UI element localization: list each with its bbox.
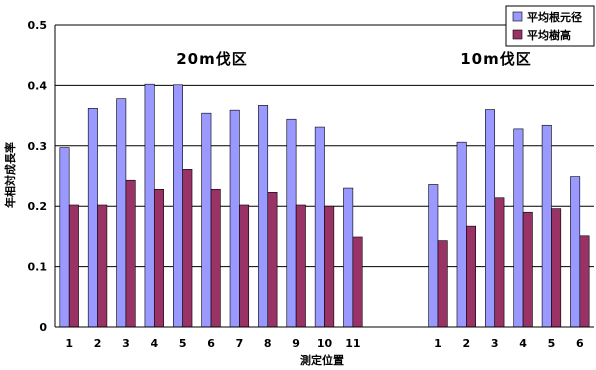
y-tick-labels: 0 0.1 0.2 0.3 0.4 0.5 bbox=[28, 19, 48, 334]
x-tick-label: 4 bbox=[519, 337, 527, 350]
bar-root-diameter-12 bbox=[428, 184, 439, 328]
bar-root-diameter-5 bbox=[172, 84, 183, 328]
bar-tree-height-12 bbox=[437, 240, 448, 328]
x-tick-label: 5 bbox=[548, 337, 556, 350]
x-tick-labels: 1 2 3 4 5 6 7 8 9 10 11 1 2 3 4 5 6 bbox=[65, 337, 584, 350]
bar-tree-height-11 bbox=[352, 236, 363, 328]
bars bbox=[59, 83, 590, 328]
bar-root-diameter-16 bbox=[541, 124, 552, 328]
group-label-20m: 20m伐区 bbox=[176, 50, 248, 68]
x-tick-label: 7 bbox=[236, 337, 244, 350]
bar-tree-height-10 bbox=[324, 205, 335, 328]
x-tick-label: 5 bbox=[179, 337, 187, 350]
x-tick-label: 9 bbox=[292, 337, 300, 350]
bar-tree-height-14 bbox=[494, 197, 505, 328]
y-tick-label: 0.5 bbox=[28, 19, 48, 32]
x-tick-label: 2 bbox=[94, 337, 102, 350]
y-tick-label: 0.1 bbox=[28, 261, 48, 274]
legend-box bbox=[505, 5, 595, 47]
legend-label-root-diameter: 平均根元径 bbox=[527, 10, 582, 24]
x-tick-label: 10 bbox=[317, 337, 333, 350]
bar-root-diameter-9 bbox=[286, 118, 297, 328]
bar-root-diameter-8 bbox=[258, 105, 269, 328]
bar-tree-height-2 bbox=[97, 204, 108, 328]
bar-root-diameter-13 bbox=[456, 141, 467, 328]
bar-root-diameter-1 bbox=[59, 147, 70, 328]
x-tick-label: 6 bbox=[576, 337, 584, 350]
bar-root-diameter-15 bbox=[513, 128, 524, 328]
bar-tree-height-6 bbox=[210, 188, 221, 328]
x-tick-label: 1 bbox=[434, 337, 442, 350]
y-axis-title: 年相対成長率 bbox=[3, 142, 17, 208]
x-tick-label: 11 bbox=[345, 337, 360, 350]
bar-root-diameter-3 bbox=[116, 98, 127, 328]
bar-tree-height-9 bbox=[295, 204, 306, 328]
legend-label-tree-height: 平均樹高 bbox=[527, 28, 571, 42]
bar-tree-height-8 bbox=[267, 192, 278, 328]
legend-swatch-tree-height bbox=[512, 29, 523, 40]
x-tick-label: 6 bbox=[207, 337, 215, 350]
legend: 平均根元径 平均樹高 bbox=[505, 5, 595, 47]
x-tick-label: 8 bbox=[264, 337, 272, 350]
bar-root-diameter-11 bbox=[343, 187, 354, 328]
bar-root-diameter-7 bbox=[229, 109, 240, 328]
bar-root-diameter-4 bbox=[144, 83, 155, 328]
y-tick-label: 0.2 bbox=[28, 200, 48, 213]
bar-root-diameter-17 bbox=[570, 176, 581, 328]
bar-tree-height-16 bbox=[551, 208, 562, 328]
bar-root-diameter-2 bbox=[87, 108, 98, 328]
axes bbox=[54, 25, 594, 328]
bar-tree-height-4 bbox=[153, 188, 164, 328]
x-axis-title: 測定位置 bbox=[300, 353, 344, 367]
x-tick-label: 2 bbox=[463, 337, 471, 350]
bar-tree-height-17 bbox=[579, 235, 590, 328]
bar-tree-height-1 bbox=[68, 204, 79, 328]
y-tick-label: 0 bbox=[39, 321, 47, 334]
bar-tree-height-3 bbox=[125, 179, 136, 328]
x-tick-label: 1 bbox=[65, 337, 73, 350]
bar-tree-height-15 bbox=[522, 211, 533, 328]
legend-swatch-root-diameter bbox=[512, 11, 523, 22]
x-tick-label: 4 bbox=[150, 337, 158, 350]
bar-tree-height-7 bbox=[239, 204, 250, 328]
x-tick-label: 3 bbox=[122, 337, 130, 350]
bar-root-diameter-6 bbox=[201, 112, 212, 328]
y-tick-label: 0.3 bbox=[28, 140, 48, 153]
bar-root-diameter-10 bbox=[314, 126, 325, 328]
bar-tree-height-13 bbox=[466, 225, 477, 328]
bar-tree-height-5 bbox=[182, 169, 193, 328]
x-tick-label: 3 bbox=[491, 337, 499, 350]
y-tick-label: 0.4 bbox=[28, 79, 48, 92]
bar-root-diameter-14 bbox=[485, 109, 496, 328]
group-label-10m: 10m伐区 bbox=[460, 50, 532, 68]
